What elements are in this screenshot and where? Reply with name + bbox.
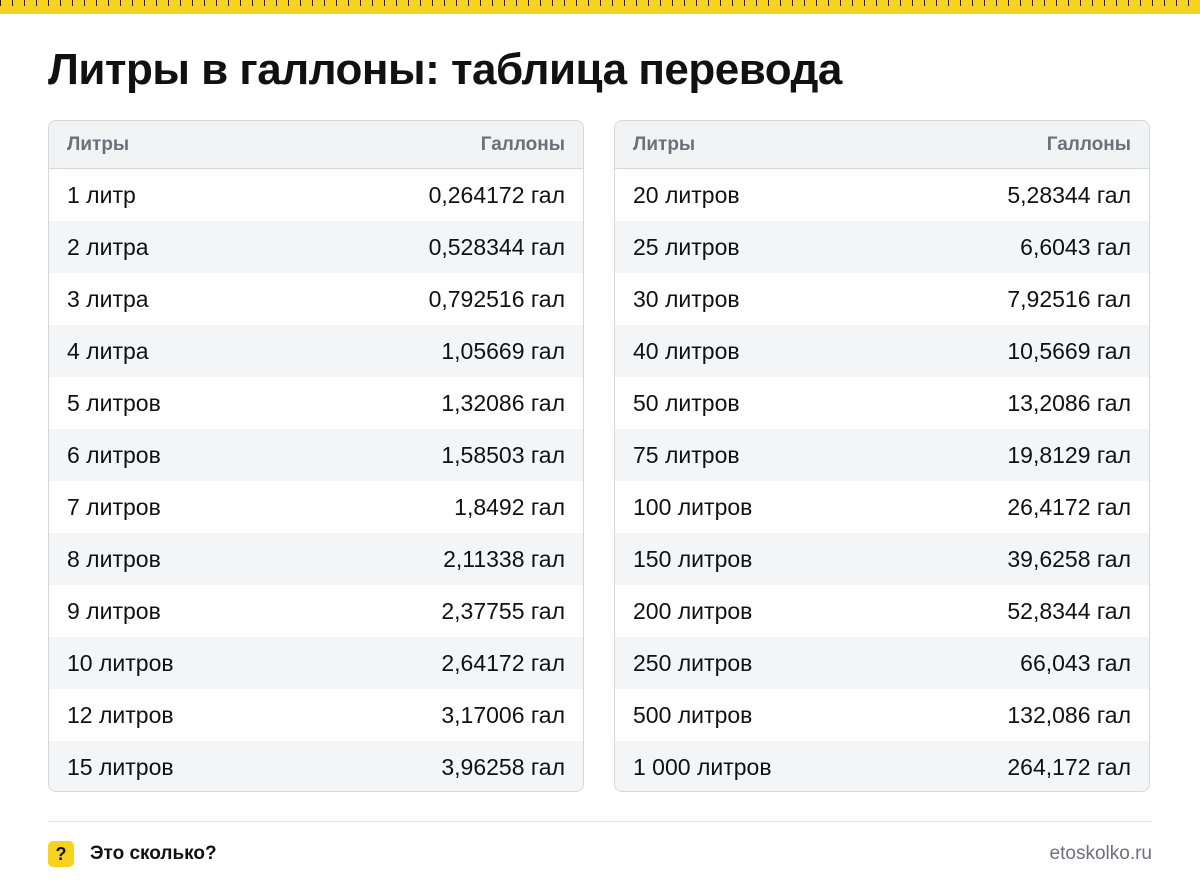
liters-cell: 10 литров xyxy=(67,649,174,676)
table-row: 250 литров 66,043 гал xyxy=(615,637,1149,689)
conversion-table-left: Литры Галлоны 1 литр 0,264172 гал 2 литра 0… xyxy=(48,120,584,792)
ruler-strip xyxy=(0,0,1200,14)
gallons-cell: 39,6258 гал xyxy=(1007,545,1131,572)
table-row: 4 литра 1,05669 гал xyxy=(49,325,583,377)
header-liters: Литры xyxy=(633,133,696,155)
gallons-cell: 7,92516 гал xyxy=(1007,285,1131,312)
gallons-cell: 0,264172 гал xyxy=(428,181,565,208)
table-row: 25 литров 6,6043 гал xyxy=(615,221,1149,273)
liters-cell: 12 литров xyxy=(67,701,174,728)
table-row: 8 литров 2,11338 гал xyxy=(49,533,583,585)
liters-cell: 1 литр xyxy=(67,181,136,208)
table-row: 7 литров 1,8492 гал xyxy=(49,481,583,533)
gallons-cell: 6,6043 гал xyxy=(1020,233,1131,260)
table-header: Литры Галлоны xyxy=(49,121,583,169)
table-row: 40 литров 10,5669 гал xyxy=(615,325,1149,377)
table-row: 5 литров 1,32086 гал xyxy=(49,377,583,429)
liters-cell: 2 литра xyxy=(67,233,149,260)
gallons-cell: 0,792516 гал xyxy=(428,285,565,312)
table-row: 9 литров 2,37755 гал xyxy=(49,585,583,637)
header-gallons: Галлоны xyxy=(480,133,565,155)
table-row: 3 литра 0,792516 гал xyxy=(49,273,583,325)
gallons-cell: 19,8129 гал xyxy=(1007,441,1131,468)
gallons-cell: 0,528344 гал xyxy=(428,233,565,260)
table-row: 6 литров 1,58503 гал xyxy=(49,429,583,481)
question-mark-icon: ? xyxy=(48,841,74,867)
brand[interactable]: ? Это сколько? xyxy=(48,841,217,867)
table-row: 200 литров 52,8344 гал xyxy=(615,585,1149,637)
gallons-cell: 3,17006 гал xyxy=(441,701,565,728)
gallons-cell: 1,8492 гал xyxy=(454,493,565,520)
gallons-cell: 132,086 гал xyxy=(1007,701,1131,728)
liters-cell: 3 литра xyxy=(67,285,149,312)
liters-cell: 30 литров xyxy=(633,285,740,312)
table-row: 30 литров 7,92516 гал xyxy=(615,273,1149,325)
liters-cell: 250 литров xyxy=(633,649,753,676)
table-row: 500 литров 132,086 гал xyxy=(615,689,1149,741)
table-body: 1 литр 0,264172 гал 2 литра 0,528344 гал 3 л… xyxy=(49,169,583,791)
gallons-cell: 1,05669 гал xyxy=(441,337,565,364)
gallons-cell: 1,58503 гал xyxy=(441,441,565,468)
liters-cell: 75 литров xyxy=(633,441,740,468)
table-row: 10 литров 2,64172 гал xyxy=(49,637,583,689)
gallons-cell: 66,043 гал xyxy=(1020,649,1131,676)
table-row: 1 литр 0,264172 гал xyxy=(49,169,583,221)
table-row: 20 литров 5,28344 гал xyxy=(615,169,1149,221)
gallons-cell: 1,32086 гал xyxy=(441,389,565,416)
liters-cell: 6 литров xyxy=(67,441,161,468)
site-url[interactable]: etoskolko.ru xyxy=(1049,843,1152,864)
gallons-cell: 5,28344 гал xyxy=(1007,181,1131,208)
table-row: 150 литров 39,6258 гал xyxy=(615,533,1149,585)
liters-cell: 7 литров xyxy=(67,493,161,520)
table-row: 50 литров 13,2086 гал xyxy=(615,377,1149,429)
gallons-cell: 13,2086 гал xyxy=(1007,389,1131,416)
table-header: Литры Галлоны xyxy=(615,121,1149,169)
gallons-cell: 264,172 гал xyxy=(1007,753,1131,780)
gallons-cell: 52,8344 гал xyxy=(1007,597,1131,624)
liters-cell: 20 литров xyxy=(633,181,740,208)
liters-cell: 50 литров xyxy=(633,389,740,416)
liters-cell: 200 литров xyxy=(633,597,753,624)
gallons-cell: 10,5669 гал xyxy=(1007,337,1131,364)
page-title: Литры в галлоны: таблица перевода xyxy=(48,45,842,94)
table-row: 1 000 литров 264,172 гал xyxy=(615,741,1149,791)
footer-divider xyxy=(48,821,1152,822)
gallons-cell: 2,37755 гал xyxy=(441,597,565,624)
table-row: 75 литров 19,8129 гал xyxy=(615,429,1149,481)
table-body: 20 литров 5,28344 гал 25 литров 6,6043 гал 3… xyxy=(615,169,1149,791)
table-row: 100 литров 26,4172 гал xyxy=(615,481,1149,533)
liters-cell: 8 литров xyxy=(67,545,161,572)
liters-cell: 15 литров xyxy=(67,753,174,780)
gallons-cell: 26,4172 гал xyxy=(1007,493,1131,520)
conversion-table-right: Литры Галлоны 20 литров 5,28344 гал 25 лит… xyxy=(614,120,1150,792)
liters-cell: 500 литров xyxy=(633,701,753,728)
table-row: 15 литров 3,96258 гал xyxy=(49,741,583,791)
liters-cell: 150 литров xyxy=(633,545,753,572)
liters-cell: 40 литров xyxy=(633,337,740,364)
liters-cell: 5 литров xyxy=(67,389,161,416)
liters-cell: 1 000 литров xyxy=(633,753,772,780)
liters-cell: 25 литров xyxy=(633,233,740,260)
footer: ? Это сколько? etoskolko.ru xyxy=(48,840,1152,868)
header-gallons: Галлоны xyxy=(1046,133,1131,155)
table-row: 2 литра 0,528344 гал xyxy=(49,221,583,273)
liters-cell: 100 литров xyxy=(633,493,753,520)
liters-cell: 4 литра xyxy=(67,337,149,364)
brand-name: Это сколько? xyxy=(90,843,217,864)
gallons-cell: 2,11338 гал xyxy=(443,545,565,572)
gallons-cell: 3,96258 гал xyxy=(441,753,565,780)
gallons-cell: 2,64172 гал xyxy=(441,649,565,676)
header-liters: Литры xyxy=(67,133,130,155)
table-row: 12 литров 3,17006 гал xyxy=(49,689,583,741)
liters-cell: 9 литров xyxy=(67,597,161,624)
